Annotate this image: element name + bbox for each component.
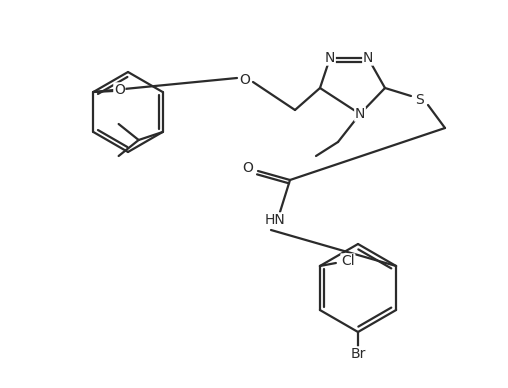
- Text: N: N: [363, 51, 373, 65]
- Text: S: S: [416, 93, 424, 107]
- Text: O: O: [114, 83, 125, 97]
- Text: HN: HN: [265, 213, 285, 227]
- Text: Cl: Cl: [341, 254, 355, 268]
- Text: N: N: [355, 107, 365, 121]
- Text: N: N: [325, 51, 335, 65]
- Text: O: O: [240, 73, 250, 87]
- Text: O: O: [242, 161, 253, 175]
- Text: Br: Br: [351, 347, 366, 361]
